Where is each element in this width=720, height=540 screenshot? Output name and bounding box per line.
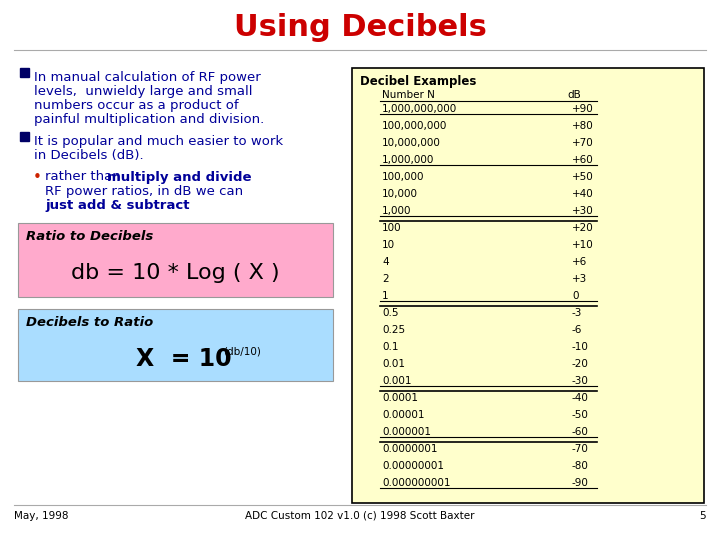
Text: +20: +20	[572, 223, 594, 233]
FancyBboxPatch shape	[18, 309, 333, 381]
Text: levels,  unwieldy large and small: levels, unwieldy large and small	[34, 84, 253, 98]
Text: 100: 100	[382, 223, 402, 233]
Text: X  = 10: X = 10	[135, 347, 231, 371]
Text: It is popular and much easier to work: It is popular and much easier to work	[34, 134, 283, 147]
Text: dB: dB	[567, 90, 581, 100]
Text: -10: -10	[572, 342, 589, 352]
Text: just add & subtract: just add & subtract	[45, 199, 189, 212]
Text: 4: 4	[382, 257, 389, 267]
Text: •: •	[33, 170, 42, 185]
Text: 1,000,000,000: 1,000,000,000	[382, 104, 457, 114]
Text: 10: 10	[382, 240, 395, 250]
Text: -80: -80	[572, 461, 589, 471]
Text: +50: +50	[572, 172, 594, 182]
Text: +70: +70	[572, 138, 594, 148]
Text: May, 1998: May, 1998	[14, 511, 68, 521]
Text: 100,000,000: 100,000,000	[382, 121, 447, 131]
Text: Number N: Number N	[382, 90, 435, 100]
Text: Using Decibels: Using Decibels	[233, 14, 487, 43]
Text: -6: -6	[572, 325, 582, 335]
Text: 5: 5	[699, 511, 706, 521]
Text: 1,000: 1,000	[382, 206, 412, 216]
Text: 0.5: 0.5	[382, 308, 398, 318]
Text: db = 10 * Log ( X ): db = 10 * Log ( X )	[71, 263, 280, 283]
Text: +60: +60	[572, 155, 594, 165]
Text: 0.000000001: 0.000000001	[382, 478, 451, 488]
Text: In manual calculation of RF power: In manual calculation of RF power	[34, 71, 261, 84]
Bar	[20, 68, 29, 77]
Text: rather than: rather than	[45, 171, 125, 184]
Text: multiply and divide: multiply and divide	[107, 171, 251, 184]
FancyBboxPatch shape	[18, 223, 333, 297]
Text: Ratio to Decibels: Ratio to Decibels	[26, 231, 153, 244]
Text: Decibels to Ratio: Decibels to Ratio	[26, 316, 153, 329]
Text: -90: -90	[572, 478, 589, 488]
Text: 2: 2	[382, 274, 389, 284]
Text: 0.0001: 0.0001	[382, 393, 418, 403]
Text: +40: +40	[572, 189, 594, 199]
Text: 10,000: 10,000	[382, 189, 418, 199]
Text: 0.00001: 0.00001	[382, 410, 425, 420]
Text: -70: -70	[572, 444, 589, 454]
Text: -30: -30	[572, 376, 589, 386]
Text: -40: -40	[572, 393, 589, 403]
Text: 0: 0	[572, 291, 578, 301]
Text: Decibel Examples: Decibel Examples	[360, 75, 477, 87]
Text: 0.00000001: 0.00000001	[382, 461, 444, 471]
Bar	[20, 132, 29, 141]
Text: (db/10): (db/10)	[223, 346, 261, 356]
Text: +6: +6	[572, 257, 588, 267]
Text: 0.1: 0.1	[382, 342, 398, 352]
Text: -3: -3	[572, 308, 582, 318]
Text: -50: -50	[572, 410, 589, 420]
Text: ADC Custom 102 v1.0 (c) 1998 Scott Baxter: ADC Custom 102 v1.0 (c) 1998 Scott Baxte…	[246, 511, 474, 521]
Text: numbers occur as a product of: numbers occur as a product of	[34, 98, 238, 111]
Text: -20: -20	[572, 359, 589, 369]
Text: 1,000,000: 1,000,000	[382, 155, 434, 165]
Text: 0.0000001: 0.0000001	[382, 444, 438, 454]
Text: 0.000001: 0.000001	[382, 427, 431, 437]
Text: 10,000,000: 10,000,000	[382, 138, 441, 148]
Text: 0.25: 0.25	[382, 325, 405, 335]
Text: in Decibels (dB).: in Decibels (dB).	[34, 148, 143, 161]
Text: +10: +10	[572, 240, 594, 250]
Text: 0.001: 0.001	[382, 376, 412, 386]
Text: 1: 1	[382, 291, 389, 301]
Text: RF power ratios, in dB we can: RF power ratios, in dB we can	[45, 185, 243, 198]
FancyBboxPatch shape	[352, 68, 704, 503]
Text: +90: +90	[572, 104, 594, 114]
Text: -60: -60	[572, 427, 589, 437]
Text: painful multiplication and division.: painful multiplication and division.	[34, 112, 264, 125]
Text: +3: +3	[572, 274, 588, 284]
Text: +30: +30	[572, 206, 594, 216]
Text: 0.01: 0.01	[382, 359, 405, 369]
Text: +80: +80	[572, 121, 594, 131]
Text: 100,000: 100,000	[382, 172, 425, 182]
